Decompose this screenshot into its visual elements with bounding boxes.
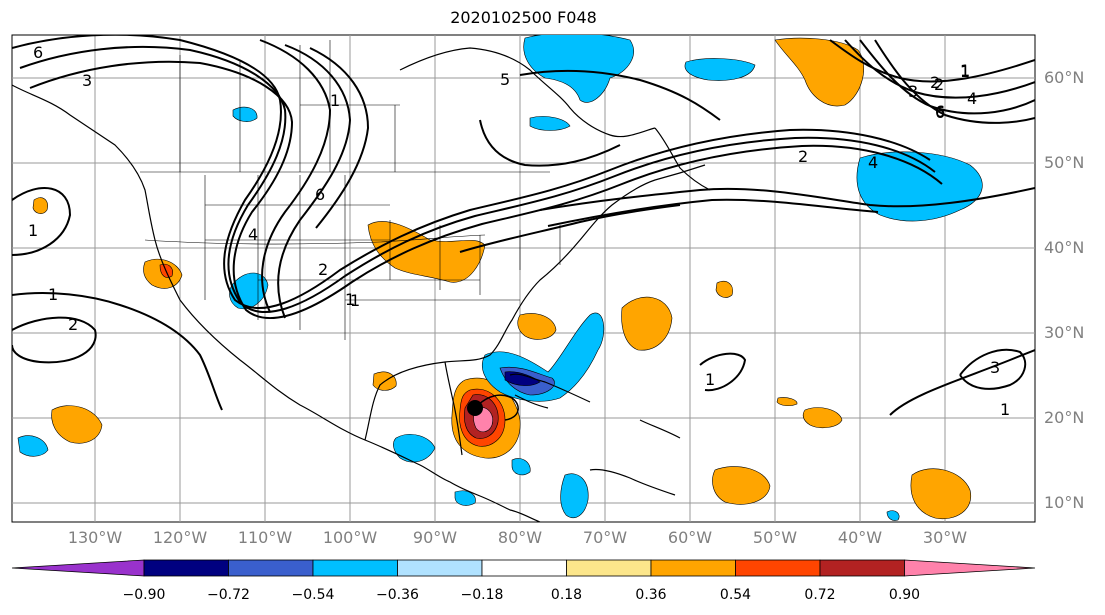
contour-label: 1	[350, 291, 360, 310]
contour-label: 6	[315, 185, 325, 204]
lon-label: 120°W	[152, 528, 208, 547]
colorbar-tick-label: −0.36	[376, 587, 419, 603]
colorbar-segment	[650, 559, 736, 577]
storm-track	[477, 394, 519, 421]
contour-label-group: 6 3 1 2 4 6 5 1 2 3 4 6 2 4 1 2 1 3 1 1 …	[28, 43, 1010, 419]
contour-label: 6	[935, 102, 945, 121]
contour-label: 1	[345, 290, 355, 309]
map-frame	[11, 34, 1036, 523]
colorbar-tick-label: 0.72	[804, 587, 836, 603]
contour-label: 2	[930, 73, 940, 92]
contour-label: 1	[330, 91, 340, 110]
colorbar-tick-label: 0.36	[635, 587, 667, 603]
coastlines	[12, 47, 711, 522]
contour-label: 2	[934, 75, 944, 94]
map-title: 2020102500 F048	[450, 8, 597, 27]
colorbar-tick-label: 0.54	[719, 587, 752, 603]
colorbar-segment	[11, 559, 145, 577]
storm-center-marker	[467, 400, 483, 416]
contour-label: 6	[33, 43, 43, 62]
lat-label: 10°N	[1044, 493, 1085, 512]
colorbar-tick-label: −0.54	[291, 587, 335, 603]
colorbar-segment	[904, 559, 1036, 577]
contour-label: 1	[960, 61, 970, 80]
colorbar-segment	[228, 559, 314, 577]
height-contours	[12, 35, 1035, 416]
colorbar-tick-label: −0.18	[460, 587, 504, 603]
lon-label: 100°W	[322, 528, 378, 547]
lat-label: 50°N	[1044, 153, 1085, 172]
contour-label: 1	[1000, 400, 1010, 419]
contour-label: 2	[318, 260, 328, 279]
contour-label: 1	[960, 62, 970, 81]
contour-label: 4	[967, 89, 977, 108]
contour-label: 2	[68, 315, 78, 334]
lat-label: 20°N	[1044, 408, 1085, 427]
lon-label: 90°W	[412, 528, 458, 547]
lat-label: 40°N	[1044, 238, 1085, 257]
colorbar	[11, 559, 1036, 577]
lon-label: 130°W	[67, 528, 123, 547]
contour-label: 1	[28, 221, 38, 240]
graticule	[12, 35, 1035, 522]
contour-label: 5	[500, 70, 510, 89]
colorbar-segment	[566, 559, 652, 577]
colorbar-segment	[312, 559, 398, 577]
contour-label: 4	[248, 225, 258, 244]
colorbar-segment	[143, 559, 229, 577]
contour-label: 2	[798, 147, 808, 166]
lon-label: 60°W	[667, 528, 713, 547]
lon-label: 70°W	[582, 528, 628, 547]
lon-label: 30°W	[922, 528, 968, 547]
cold-anomaly-shading	[17, 35, 983, 521]
colorbar-tick-label: 0.18	[550, 587, 583, 603]
colorbar-segment	[735, 559, 821, 577]
contour-label: 4	[868, 153, 878, 172]
contour-label: 6	[935, 103, 945, 122]
lon-label: 50°W	[752, 528, 798, 547]
lat-label: 60°N	[1044, 68, 1085, 87]
colorbar-segment	[819, 559, 905, 577]
lon-label: 110°W	[237, 528, 293, 547]
colorbar-tick-label: −0.72	[207, 587, 250, 603]
contour-label: 1	[48, 285, 58, 304]
contour-label: 3	[82, 71, 92, 90]
contour-label: 3	[908, 82, 918, 101]
contour-label: 1	[705, 370, 715, 389]
contour-label: 3	[990, 358, 1000, 377]
colorbar-segment	[481, 559, 567, 577]
lat-label: 30°N	[1044, 323, 1085, 342]
lon-label: 80°W	[497, 528, 543, 547]
lon-label: 40°W	[837, 528, 883, 547]
colorbar-tick-label: −0.90	[122, 587, 166, 603]
colorbar-tick-label: 0.90	[888, 587, 921, 603]
colorbar-segment	[397, 559, 483, 577]
